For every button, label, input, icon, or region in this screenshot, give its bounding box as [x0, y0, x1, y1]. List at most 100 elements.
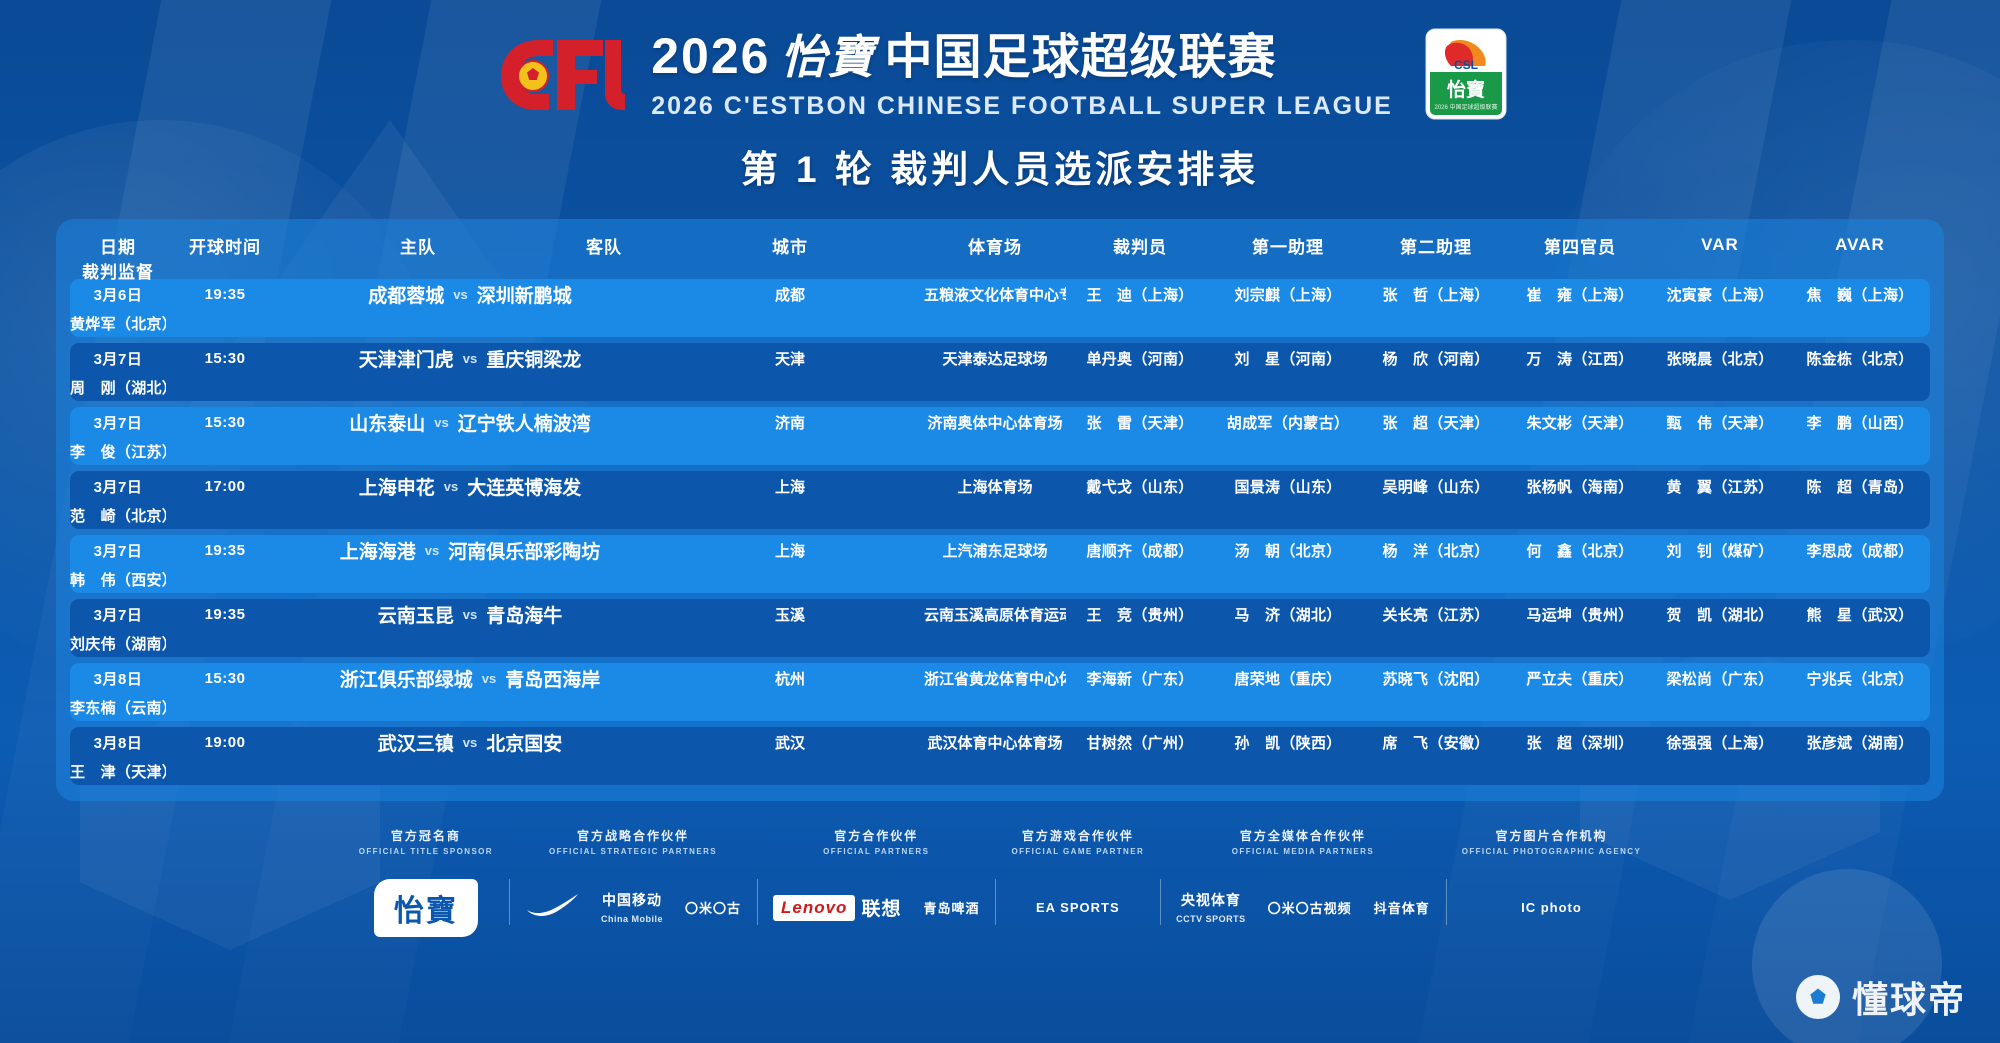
sponsor-label-en: OFFICIAL PARTNERS: [823, 846, 930, 856]
cell-venue: 五粮液文化体育中心专业足球场: [924, 287, 1066, 305]
sponsor-label-cn: 官方冠名商: [390, 828, 461, 843]
cell-date: 3月7日: [93, 543, 143, 561]
cell-time: 15:30: [204, 414, 246, 432]
watermark-backdrop: [1752, 869, 1942, 1043]
cell-venue: 武汉体育中心体育场: [927, 735, 1063, 753]
sponsor-logo-list: EA SPORTS: [1036, 880, 1120, 936]
vs-separator: vs: [481, 671, 497, 687]
cell-fourth-official: 万 涛（江西）: [1526, 351, 1634, 369]
column-header-referee: 裁判员: [1113, 237, 1167, 257]
sponsor-label-en: OFFICIAL TITLE SPONSOR: [358, 846, 493, 856]
lenovo-logo: Lenovo 联想: [773, 894, 901, 921]
cell-time: 19:35: [204, 606, 246, 624]
cell-var: 甄 伟（天津）: [1666, 415, 1774, 433]
table-row[interactable]: 3月7日 19:35 上海海港 vs 河南俱乐部彩陶坊 上海 上汽浦东足球场 唐顺齐（成都） 汤…: [70, 534, 1930, 593]
table-row[interactable]: 3月6日 19:35 成都蓉城 vs 深圳新鹏城 成都 五粮液文化体育中心专业足球场 王 迪（…: [70, 278, 1930, 337]
cell-match: 浙江俱乐部绿城 vs 青岛西海岸: [284, 665, 656, 692]
round-title: 第 1 轮 裁判人员选派安排表: [740, 148, 1260, 190]
table-row[interactable]: 3月7日 17:00 上海申花 vs 大连英博海发 上海 上海体育场 戴弋戈（山东） 国景涛（山…: [70, 470, 1930, 529]
column-header-date: 日期: [100, 237, 136, 257]
away-team-name: 北京国安: [486, 734, 563, 756]
referee-assignment-table: 日期 开球时间 主队 客队 城市 体育场 裁判员 第一助理 第二助理 第四官员 …: [56, 218, 1944, 801]
cell-referee: 单丹奥（河南）: [1086, 351, 1194, 369]
sponsor-logo: 〇米〇古视频: [1267, 901, 1352, 917]
cell-supervisor: 韩 伟（西安）: [70, 572, 166, 590]
cell-avar: 熊 星（武汉）: [1806, 607, 1914, 625]
cell-supervisor: 王 津（天津）: [70, 764, 166, 782]
column-header-home-team: 主队: [400, 237, 436, 257]
cell-referee: 戴弋戈（山东）: [1086, 479, 1194, 497]
cell-var: 徐强强（上海）: [1666, 735, 1774, 753]
cell-referee: 甘树然（广州）: [1086, 735, 1194, 753]
cell-match: 成都蓉城 vs 深圳新鹏城: [284, 281, 656, 308]
table-body: 3月6日 19:35 成都蓉城 vs 深圳新鹏城 成都 五粮液文化体育中心专业足球场 王 迪（…: [70, 278, 1930, 785]
cell-avar: 焦 巍（上海）: [1806, 287, 1914, 305]
away-team-name: 大连英博海发: [467, 478, 582, 500]
cell-referee: 张 雷（天津）: [1086, 415, 1194, 433]
cell-time: 15:30: [204, 350, 246, 368]
sponsor-label-cn: 官方合作伙伴: [834, 828, 919, 843]
cell-assistant-2: 杨 洋（北京）: [1382, 543, 1490, 561]
cell-var: 贺 凯（湖北）: [1666, 607, 1774, 625]
cell-avar: 李思成（成都）: [1806, 543, 1914, 561]
table-row[interactable]: 3月7日 19:35 云南玉昆 vs 青岛海牛 玉溪 云南玉溪高原体育运动中心体育场 王 竞（…: [70, 598, 1930, 657]
cell-city: 成都: [774, 287, 805, 305]
cell-city: 杭州: [774, 671, 805, 689]
cell-fourth-official: 朱文彬（天津）: [1526, 415, 1634, 433]
table-row[interactable]: 3月7日 15:30 天津津门虎 vs 重庆铜梁龙 天津 天津泰达足球场 单丹奥（河南） 刘 星…: [70, 342, 1930, 401]
cell-date: 3月7日: [93, 607, 143, 625]
watermark-label: 懂球帝: [1851, 979, 1966, 1020]
away-team-name: 河南俱乐部彩陶坊: [448, 542, 601, 564]
away-team-name: 青岛海牛: [486, 606, 563, 628]
cell-time: 19:35: [204, 542, 246, 560]
cell-assistant-1: 汤 朝（北京）: [1234, 543, 1342, 561]
column-header-assistant-2: 第二助理: [1400, 237, 1472, 257]
cell-match: 上海海港 vs 河南俱乐部彩陶坊: [284, 537, 656, 564]
sponsor-label-en: OFFICIAL STRATEGIC PARTNERS: [548, 846, 717, 856]
table-row[interactable]: 3月8日 19:00 武汉三镇 vs 北京国安 武汉 武汉体育中心体育场 甘树然（广州） 孙 凯…: [70, 726, 1930, 785]
column-header-city: 城市: [772, 237, 808, 257]
cell-var: 张晓晨（北京）: [1666, 351, 1774, 369]
cell-date: 3月8日: [93, 671, 143, 689]
cell-date: 3月7日: [93, 351, 143, 369]
cell-avar: 李 鹏（山西）: [1806, 415, 1914, 433]
cell-time: 19:35: [204, 286, 246, 304]
sponsor-label-cn: 官方全媒体合作伙伴: [1239, 828, 1366, 843]
table-row[interactable]: 3月7日 15:30 山东泰山 vs 辽宁铁人楠波湾 济南 济南奥体中心体育场 张 雷（天津）…: [70, 406, 1930, 465]
main-title-year: 2026: [651, 28, 771, 84]
sponsor-logo-list: IC photo: [1521, 880, 1582, 936]
home-team-name: 山东泰山: [349, 414, 426, 436]
column-header-kickoff: 开球时间: [189, 237, 261, 257]
home-team-name: 成都蓉城: [368, 286, 445, 308]
sponsor-group: 官方战略合作伙伴 OFFICIAL STRATEGIC PARTNERS 中国移动 C…: [508, 827, 757, 936]
sponsor-logo: IC photo: [1521, 900, 1582, 916]
column-header-assistant-1: 第一助理: [1252, 237, 1324, 257]
cell-var: 黄 翼（江苏）: [1666, 479, 1774, 497]
sponsor-label-en: OFFICIAL MEDIA PARTNERS: [1231, 846, 1375, 856]
cfl-logo: [493, 30, 626, 118]
cell-var: 沈寅豪（上海）: [1666, 287, 1774, 305]
cell-fourth-official: 严立夫（重庆）: [1526, 671, 1634, 689]
page-header: 2026 怡寶 中国足球超级联赛 2026 C'ESTBON CHINESE F…: [0, 0, 2000, 193]
yibao-logo: 怡寶: [373, 878, 478, 937]
cell-assistant-1: 刘 星（河南）: [1234, 351, 1342, 369]
cell-assistant-2: 张 哲（上海）: [1382, 287, 1490, 305]
sponsor-group: 官方合作伙伴 OFFICIAL PARTNERS Lenovo 联想 青岛啤酒: [757, 827, 995, 936]
main-title-brand: 怡寶: [780, 31, 875, 83]
vs-separator: vs: [462, 607, 478, 623]
cell-fourth-official: 张杨帆（海南）: [1526, 479, 1634, 497]
vs-separator: vs: [462, 351, 478, 367]
cell-time: 17:00: [204, 478, 246, 496]
table-row[interactable]: 3月8日 15:30 浙江俱乐部绿城 vs 青岛西海岸 杭州 浙江省黄龙体育中心体育场 李海新…: [70, 662, 1930, 721]
cell-avar: 陈金栋（北京）: [1806, 351, 1914, 369]
home-team-name: 武汉三镇: [377, 734, 454, 756]
sponsor-logo-list: 中国移动 China Mobile 〇米〇古: [525, 880, 741, 936]
sponsor-group: 官方游戏合作伙伴 OFFICIAL GAME PARTNER EA SPORTS: [995, 827, 1160, 936]
sponsor-logo-list: 央视体育 CCTV SPORTS 〇米〇古视频 抖音体育: [1176, 880, 1430, 936]
sponsor-logo: 〇米〇古: [684, 901, 741, 917]
cell-match: 上海申花 vs 大连英博海发: [284, 473, 656, 500]
away-team-name: 重庆铜梁龙: [486, 350, 582, 372]
cell-assistant-1: 胡成军（内蒙古）: [1226, 415, 1350, 433]
sub-title: 2026 C'ESTBON CHINESE FOOTBALL SUPER LEA…: [651, 91, 1393, 120]
column-header-supervisor: 裁判监督: [82, 262, 154, 282]
